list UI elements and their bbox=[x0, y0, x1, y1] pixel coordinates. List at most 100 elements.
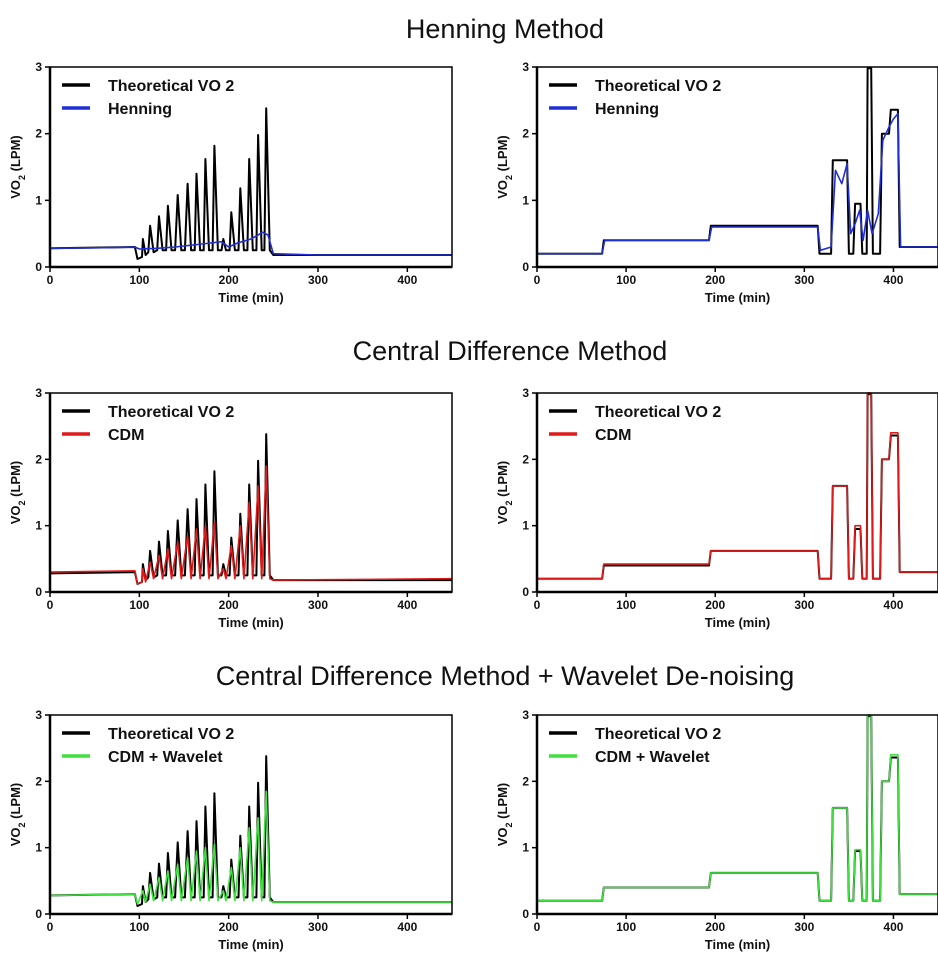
x-tick-label: 0 bbox=[534, 920, 541, 934]
x-tick-label: 400 bbox=[883, 598, 903, 612]
x-tick-label: 0 bbox=[534, 273, 541, 287]
x-axis-label: Time (min) bbox=[218, 290, 284, 305]
series-line-estimate bbox=[50, 790, 452, 905]
y-axis-label: VO2 (LPM) bbox=[495, 783, 514, 847]
y-tick-label: 3 bbox=[35, 386, 42, 400]
x-tick-label: 400 bbox=[883, 920, 903, 934]
series-line-estimate bbox=[50, 231, 452, 256]
plot-frame bbox=[536, 392, 938, 593]
y-tick-label: 2 bbox=[522, 774, 529, 788]
y-tick-label: 0 bbox=[35, 260, 42, 274]
y-tick-label: 3 bbox=[522, 60, 529, 74]
series-line-estimate bbox=[537, 112, 938, 255]
series-line-theoretical bbox=[50, 433, 452, 585]
x-tick-label: 300 bbox=[308, 273, 328, 287]
legend-label: Henning bbox=[595, 101, 659, 118]
series-line-estimate bbox=[50, 465, 452, 585]
y-tick-label: 0 bbox=[522, 585, 529, 599]
legend-label: Theoretical VO 2 bbox=[108, 404, 234, 421]
row-title-henning: Henning Method bbox=[406, 14, 604, 44]
legend-label: CDM bbox=[108, 427, 144, 444]
x-tick-label: 300 bbox=[794, 598, 814, 612]
y-tick-label: 3 bbox=[35, 60, 42, 74]
y-tick-label: 1 bbox=[35, 519, 42, 533]
series-line-theoretical bbox=[50, 755, 452, 907]
legend-label: Theoretical VO 2 bbox=[595, 726, 721, 743]
series-group bbox=[50, 107, 452, 260]
legend-label: Henning bbox=[108, 101, 172, 118]
series-group bbox=[537, 67, 938, 255]
x-tick-label: 300 bbox=[308, 920, 328, 934]
x-tick-label: 0 bbox=[534, 598, 541, 612]
y-tick-label: 0 bbox=[35, 907, 42, 921]
legend-label: Theoretical VO 2 bbox=[595, 78, 721, 95]
row-title-cdm-wavelet: Central Difference Method + Wavelet De-n… bbox=[216, 661, 795, 691]
x-tick-label: 300 bbox=[794, 920, 814, 934]
legend-label: CDM + Wavelet bbox=[108, 749, 223, 766]
panel-henning-left: 0 100 200 300 400 0 1 2 3 Time (min) VO2 (LPM) Theo… bbox=[8, 60, 453, 305]
panel-cdm-right: 0 100 200 300 400 0 1 2 3 Time (min) VO2 (LPM) Theo… bbox=[495, 386, 938, 630]
legend-label: Theoretical VO 2 bbox=[108, 78, 234, 95]
y-tick-label: 3 bbox=[522, 386, 529, 400]
y-axis-label: VO2 (LPM) bbox=[495, 135, 514, 199]
x-tick-label: 100 bbox=[616, 598, 636, 612]
x-tick-label: 0 bbox=[47, 598, 54, 612]
x-tick-label: 200 bbox=[219, 273, 239, 287]
legend-label: CDM bbox=[595, 427, 631, 444]
series-line-estimate bbox=[537, 392, 938, 580]
y-tick-label: 3 bbox=[522, 708, 529, 722]
series-group bbox=[537, 392, 938, 580]
legend-label: CDM + Wavelet bbox=[595, 749, 710, 766]
y-tick-label: 2 bbox=[35, 774, 42, 788]
y-tick-label: 0 bbox=[35, 585, 42, 599]
panel-henning-right: 0 100 200 300 400 0 1 2 3 Time (min) VO2 (LPM) Theo… bbox=[495, 60, 938, 305]
x-tick-label: 100 bbox=[616, 920, 636, 934]
y-tick-label: 1 bbox=[522, 519, 529, 533]
plot-frame bbox=[49, 714, 453, 915]
x-tick-label: 200 bbox=[219, 920, 239, 934]
y-tick-label: 3 bbox=[35, 708, 42, 722]
y-axis-label: VO2 (LPM) bbox=[8, 783, 27, 847]
y-tick-label: 2 bbox=[522, 127, 529, 141]
x-tick-label: 100 bbox=[129, 920, 149, 934]
y-axis-label: VO2 (LPM) bbox=[8, 461, 27, 525]
plot-frame bbox=[536, 714, 938, 915]
y-tick-label: 2 bbox=[522, 452, 529, 466]
x-tick-label: 200 bbox=[219, 598, 239, 612]
row-title-cdm: Central Difference Method bbox=[353, 336, 668, 366]
y-tick-label: 2 bbox=[35, 127, 42, 141]
x-axis-label: Time (min) bbox=[705, 615, 771, 630]
y-tick-label: 1 bbox=[522, 841, 529, 855]
legend-label: Theoretical VO 2 bbox=[595, 404, 721, 421]
series-line-estimate bbox=[537, 714, 938, 902]
x-axis-label: Time (min) bbox=[705, 937, 771, 952]
x-axis-label: Time (min) bbox=[218, 937, 284, 952]
x-axis-label: Time (min) bbox=[705, 290, 771, 305]
series-line-theoretical bbox=[50, 107, 452, 260]
x-tick-label: 400 bbox=[397, 598, 417, 612]
legend-label: Theoretical VO 2 bbox=[108, 726, 234, 743]
panel-cdm-left: 0 100 200 300 400 0 1 2 3 Time (min) VO2 (LPM) Theo… bbox=[8, 386, 453, 630]
panel-wavelet-left: 0 100 200 300 400 0 1 2 3 Time (min) VO2 (LPM) Theo… bbox=[8, 708, 453, 952]
y-tick-label: 0 bbox=[522, 907, 529, 921]
x-tick-label: 300 bbox=[308, 598, 328, 612]
x-tick-label: 200 bbox=[705, 598, 725, 612]
x-axis-label: Time (min) bbox=[218, 615, 284, 630]
y-tick-label: 1 bbox=[35, 841, 42, 855]
plot-frame bbox=[49, 392, 453, 593]
x-tick-label: 400 bbox=[883, 273, 903, 287]
y-tick-label: 1 bbox=[35, 193, 42, 207]
x-tick-label: 100 bbox=[129, 598, 149, 612]
x-tick-label: 0 bbox=[47, 273, 54, 287]
x-tick-label: 300 bbox=[794, 273, 814, 287]
y-tick-label: 2 bbox=[35, 452, 42, 466]
x-tick-label: 200 bbox=[705, 273, 725, 287]
panel-wavelet-right: 0 100 200 300 400 0 1 2 3 Time (min) VO2 (LPM) Theo… bbox=[495, 708, 938, 952]
x-tick-label: 100 bbox=[129, 273, 149, 287]
y-tick-label: 0 bbox=[522, 260, 529, 274]
series-line-theoretical bbox=[537, 67, 938, 255]
y-tick-label: 1 bbox=[522, 193, 529, 207]
x-tick-label: 100 bbox=[616, 273, 636, 287]
x-tick-label: 400 bbox=[397, 920, 417, 934]
